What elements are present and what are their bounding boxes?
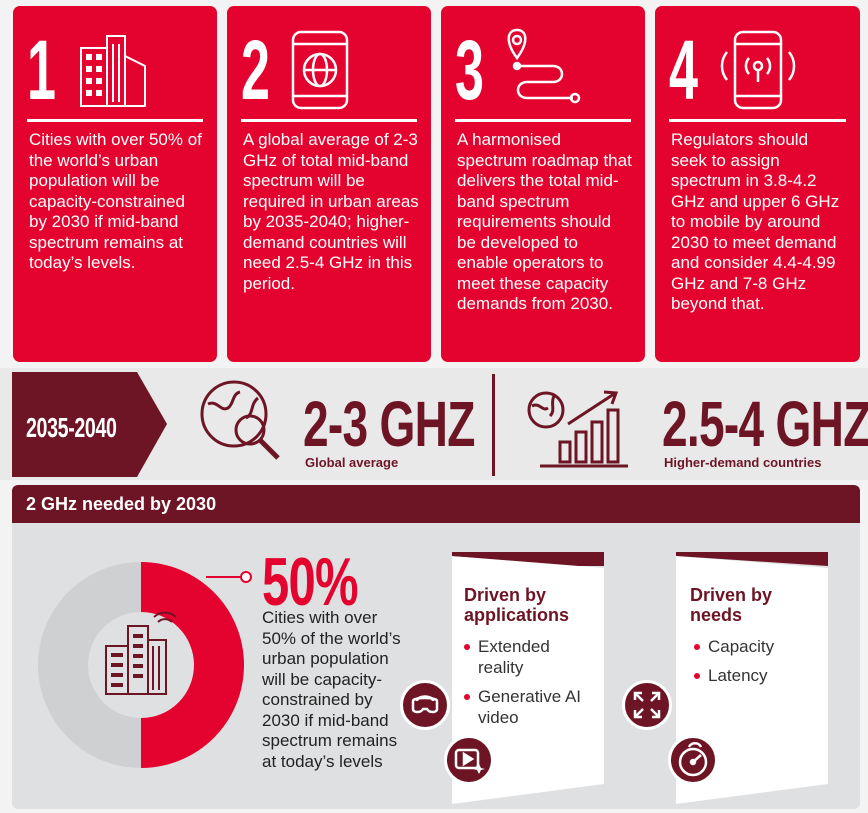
global-label: Global average	[305, 455, 399, 470]
list-item: Latency	[692, 665, 802, 686]
donut-chart	[38, 562, 252, 768]
card-divider	[669, 119, 846, 122]
needs-list: Capacity Latency	[692, 636, 802, 694]
band-divider	[492, 374, 495, 476]
card-number: 1	[27, 23, 56, 117]
needs-ribbon	[676, 552, 828, 804]
card-text: A global average of 2-3 GHz of total mid…	[243, 130, 419, 293]
video-sparkle-icon	[444, 735, 494, 785]
list-item: Extended reality	[462, 636, 582, 678]
applications-ribbon	[452, 552, 604, 804]
global-value: 2-3 GHZ	[303, 388, 475, 460]
card-divider	[455, 119, 631, 122]
globe-bar-chart-icon	[527, 390, 628, 468]
card-number: 3	[455, 23, 484, 117]
globe-magnifier-icon	[200, 380, 280, 460]
card-text: A harmonised spectrum roadmap that deliv…	[457, 130, 632, 313]
speedometer-icon	[668, 735, 718, 785]
applications-title: Driven by applications	[464, 585, 570, 625]
card-1: 1 Cities with over 50% of the world’s ur…	[13, 6, 217, 362]
card-4: 4 Regulators should seek to assign spect…	[655, 6, 860, 362]
city-wifi-icon	[105, 611, 177, 695]
section-header: 2 GHz needed by 2030	[12, 485, 860, 523]
card-2: 2 A global average of 2-3 GHz of total m…	[227, 6, 431, 362]
card-divider	[27, 119, 203, 122]
callout-dot	[240, 571, 252, 583]
city-buildings-icon	[80, 35, 146, 107]
card-number: 4	[669, 23, 698, 117]
list-item: Capacity	[692, 636, 802, 657]
expand-arrows-icon	[622, 680, 672, 730]
list-item: Generative AI video	[462, 686, 582, 728]
stat-value: 50%	[262, 544, 359, 620]
section-title: 2 GHz needed by 2030	[26, 494, 217, 514]
donut-filled	[141, 562, 244, 768]
stat-text: Cities with over 50% of the world’s urba…	[262, 608, 401, 771]
card-number: 2	[241, 23, 270, 117]
applications-list: Extended reality Generative AI video	[462, 636, 582, 736]
card-text: Regulators should seek to assign spectru…	[671, 130, 840, 313]
roadmap-pin-icon	[507, 28, 581, 104]
card-text: Cities with over 50% of the world’s urba…	[29, 130, 202, 272]
needs-title: Driven by needs	[690, 585, 773, 625]
phone-globe-icon	[291, 30, 349, 110]
vr-headset-icon	[400, 680, 450, 730]
high-demand-value: 2.5-4 GHZ	[662, 388, 868, 460]
card-3: 3 A harmonised spectrum roadmap that del…	[441, 6, 645, 362]
period-arrow: 2035-2040	[12, 372, 167, 477]
period-label: 2035-2040	[26, 412, 117, 443]
card-divider	[241, 119, 417, 122]
donut-remaining	[38, 562, 141, 768]
phone-signal-icon	[720, 30, 796, 110]
high-demand-label: Higher-demand countries	[664, 455, 822, 470]
